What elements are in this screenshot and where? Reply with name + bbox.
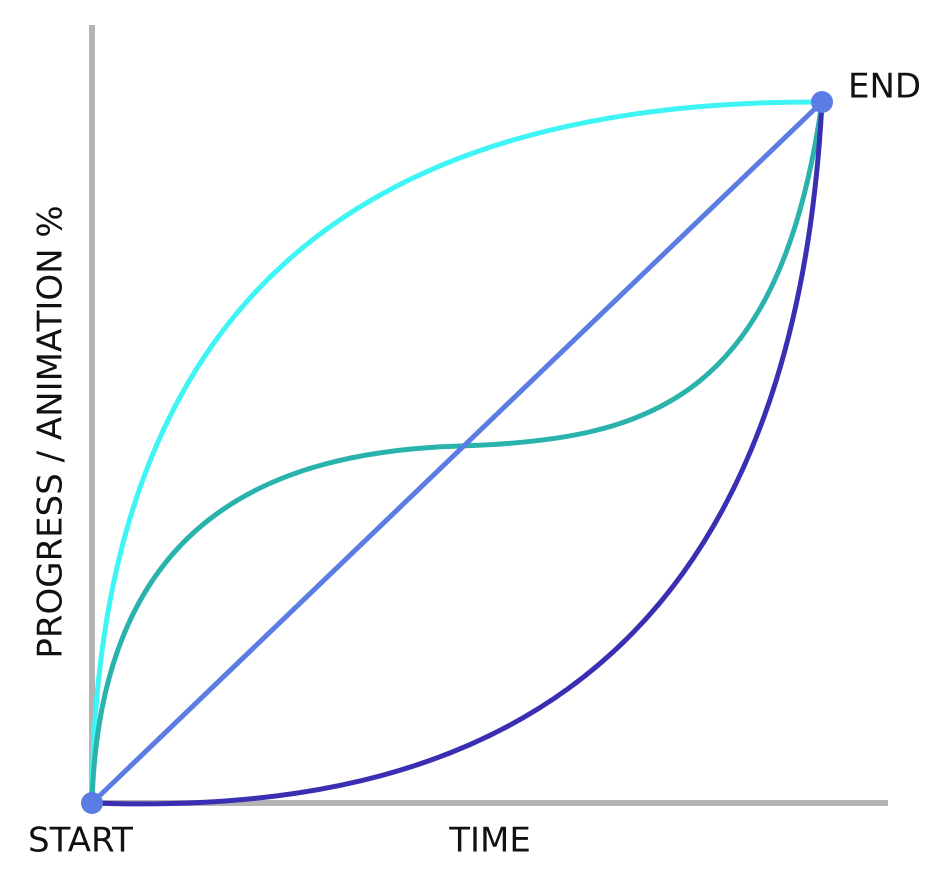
x-axis-label: TIME	[448, 821, 531, 861]
linear-line	[90, 100, 824, 805]
end-label: END	[848, 67, 921, 107]
ease-in-out-curve	[89, 99, 825, 806]
start-point	[81, 792, 103, 814]
ease-out-curve	[89, 99, 825, 806]
end-point	[811, 91, 833, 113]
y-axis-label: PROGRESS / ANIMATION %	[31, 205, 71, 658]
start-label: START	[28, 821, 133, 861]
ease-in-curve	[89, 99, 825, 807]
